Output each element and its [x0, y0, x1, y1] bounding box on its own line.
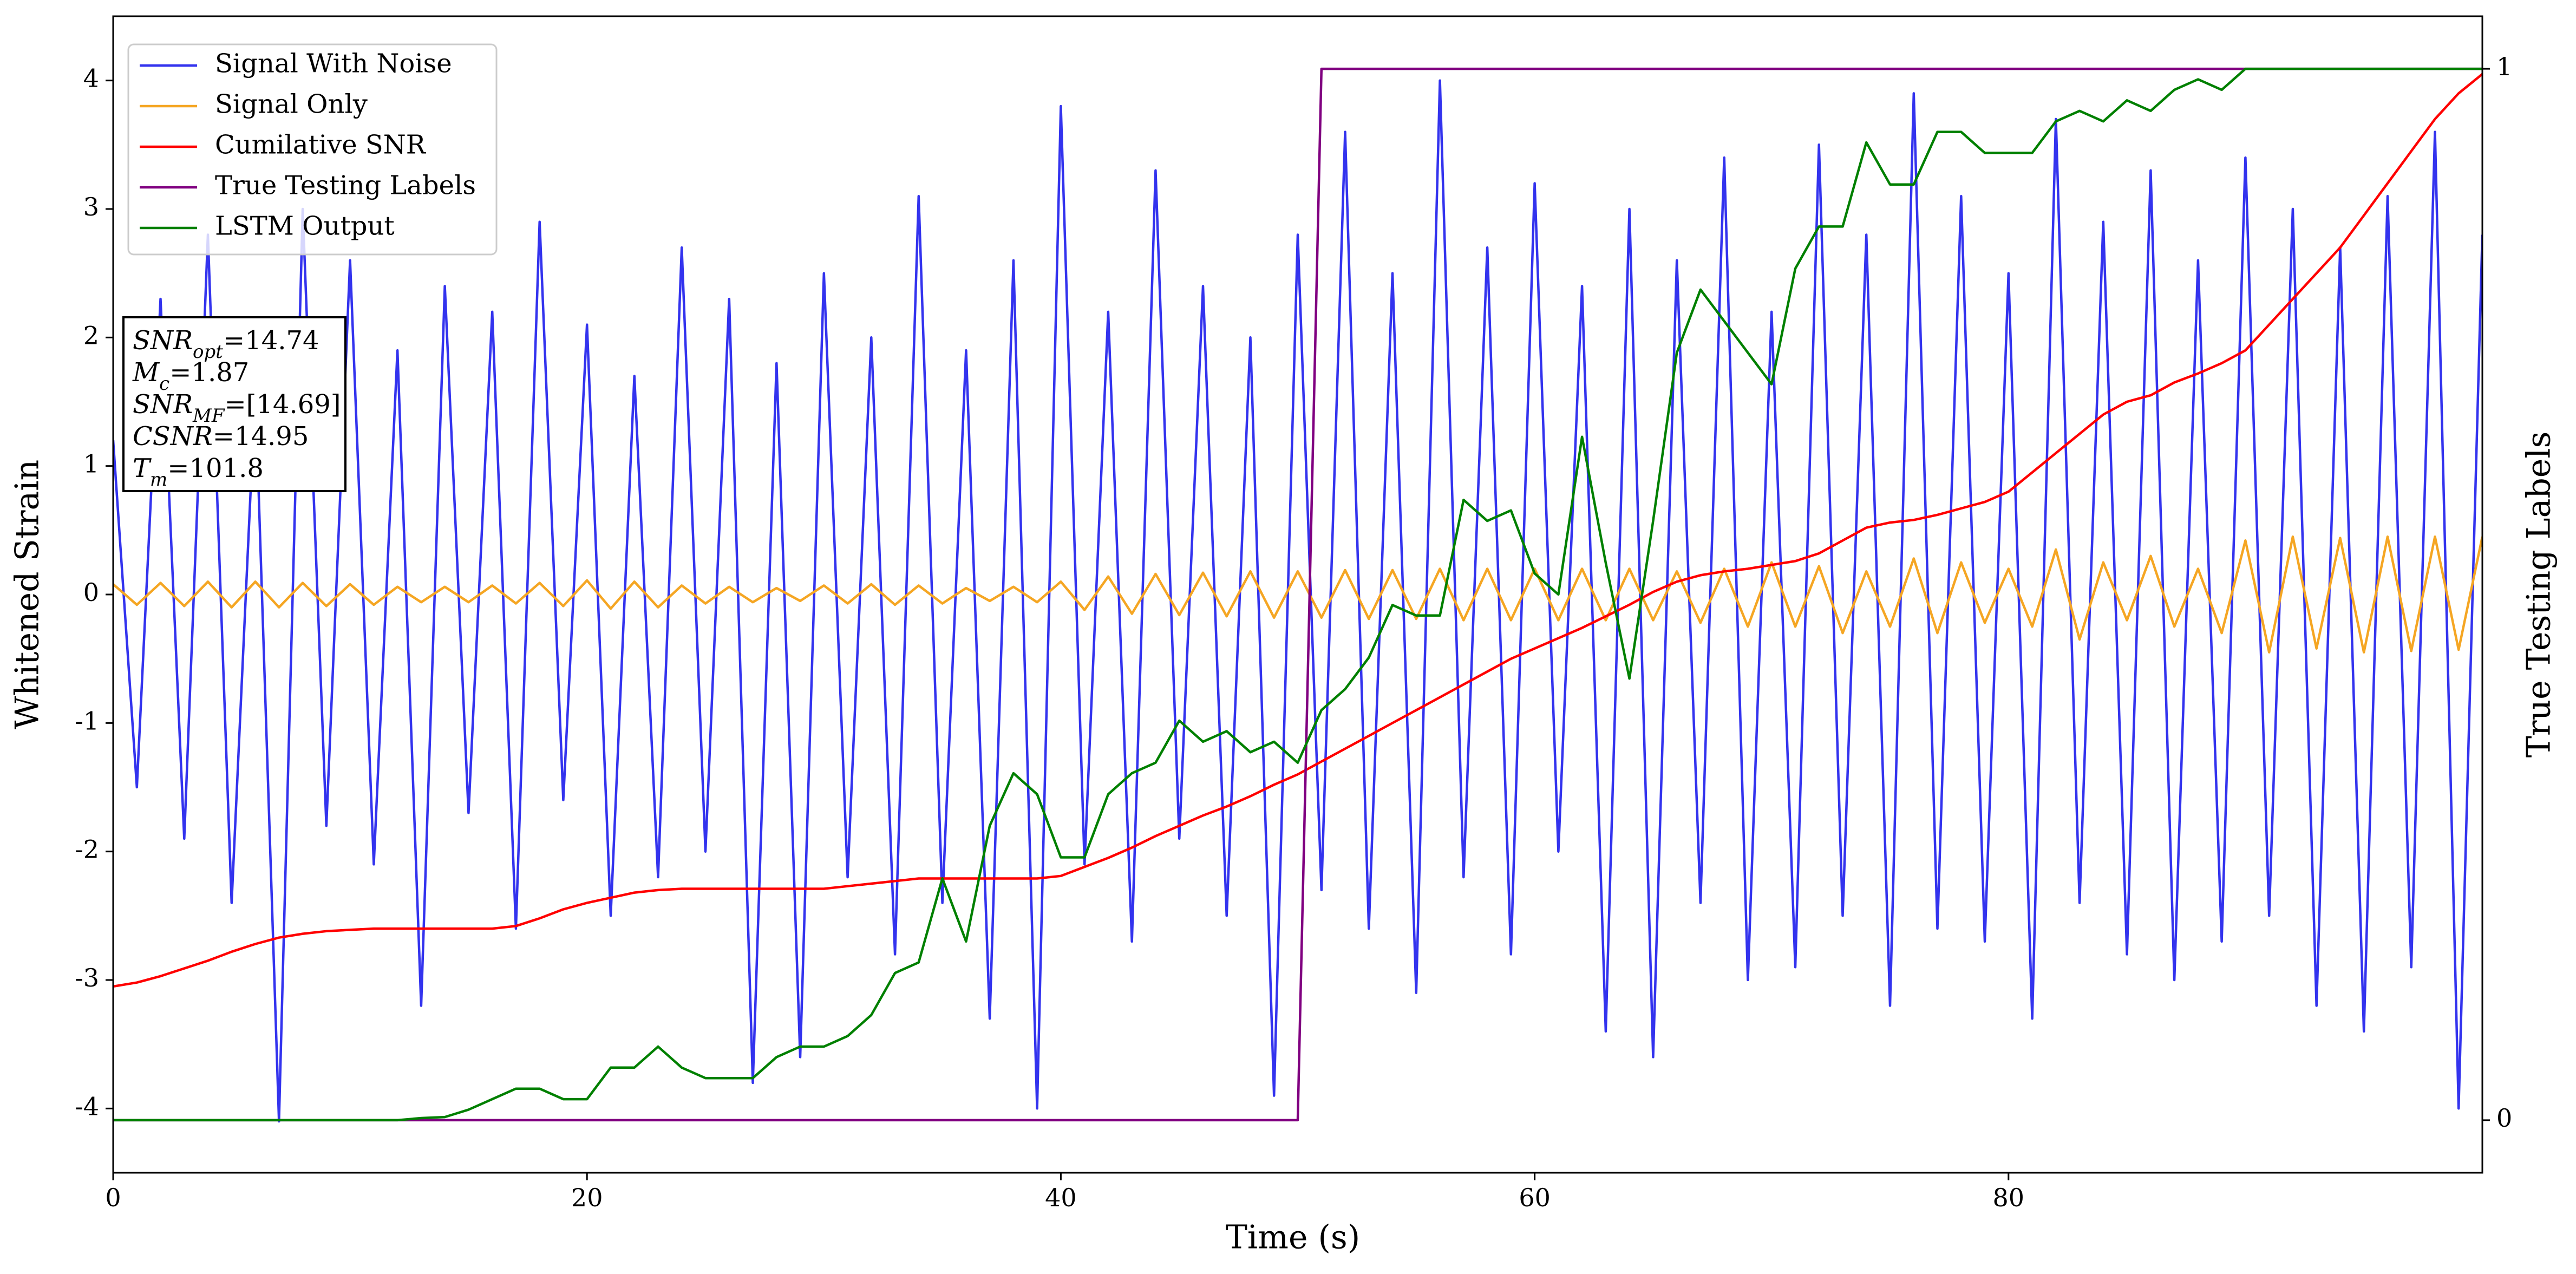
annotation-sub: MF [192, 405, 225, 427]
legend-label: True Testing Labels [215, 171, 476, 201]
annotation-sub: m [150, 469, 167, 491]
annotation-name: CSNR [133, 421, 213, 452]
annotation-name: T [133, 453, 152, 484]
annotation-line: Mc=1.87 [132, 357, 249, 395]
legend-label: Signal With Noise [215, 49, 452, 79]
series-line [113, 67, 2482, 1122]
x-tick-label: 40 [1045, 1183, 1077, 1212]
annotation-value: =14.95 [213, 421, 309, 452]
annotation-line: Tm=101.8 [133, 453, 264, 491]
annotation-box: SNRopt=14.74Mc=1.87SNRMF=[14.69]CSNR=14.… [122, 316, 346, 492]
annotation-name: SNR [133, 389, 193, 420]
annotation-value: =[14.69] [224, 389, 341, 420]
x-tick-label: 80 [1993, 1183, 2025, 1212]
annotation-name: SNR [133, 325, 193, 356]
legend-label: Cumilative SNR [215, 130, 427, 160]
y2-tick-label: 1 [2496, 52, 2512, 81]
y-tick-label: -2 [75, 835, 99, 864]
legend-label: Signal Only [215, 89, 368, 120]
series-line [113, 79, 2482, 1123]
annotation-value: =101.8 [167, 453, 264, 484]
annotation-line: CSNR=14.95 [133, 421, 309, 452]
x-tick-label: 0 [105, 1183, 121, 1212]
y-tick-label: -3 [75, 963, 99, 992]
x-tick-label: 20 [571, 1183, 603, 1212]
y-axis-label: Whitened Strain [9, 460, 47, 729]
y-tick-label: 0 [83, 578, 99, 607]
y2-tick-label: 0 [2496, 1103, 2512, 1133]
y-tick-label: 3 [83, 192, 99, 221]
y2-axis-label: True Testing Labels [2520, 432, 2558, 758]
annotation-sub: opt [193, 341, 223, 363]
legend: Signal With Noise Signal Only Cumilative S… [127, 43, 498, 256]
series-line [113, 535, 2482, 654]
y-tick-label: 1 [83, 449, 99, 479]
annotation-value: =14.74 [223, 325, 319, 356]
annotation-value: =1.87 [169, 357, 249, 388]
series-line [113, 67, 2482, 1122]
y-tick-label: 4 [83, 64, 99, 93]
annotation-name: M [132, 357, 160, 388]
x-axis-label: Time (s) [1226, 1219, 1360, 1257]
y-tick-label: 2 [83, 321, 99, 350]
annotation-frame [122, 316, 346, 492]
annotation-line: SNRopt=14.74 [133, 325, 319, 363]
y-tick-label: -4 [75, 1092, 99, 1121]
legend-box [127, 43, 498, 256]
legend-label: LSTM Output [215, 211, 395, 241]
annotation-line: SNRMF=[14.69] [133, 389, 341, 427]
annotation-sub: c [159, 373, 169, 395]
y-tick-label: -1 [75, 706, 99, 735]
series-line [113, 73, 2482, 988]
x-tick-label: 60 [1519, 1183, 1551, 1212]
